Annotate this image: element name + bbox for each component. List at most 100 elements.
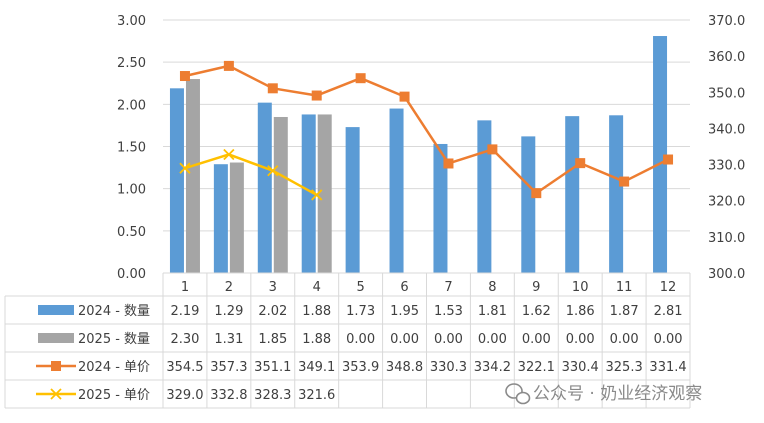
- bar: [433, 143, 448, 273]
- lines: [179, 60, 674, 201]
- data-label: 0.00: [346, 332, 375, 347]
- data-label: 332.8: [210, 388, 247, 403]
- x-tick-label: 11: [616, 280, 633, 295]
- x-tick-label: 5: [356, 280, 364, 295]
- legend-label: 2024 - 单价: [78, 360, 150, 375]
- bar: [565, 116, 580, 273]
- x-tick-label: 8: [488, 280, 496, 295]
- point-marker: [179, 71, 190, 82]
- x-tick-label: 4: [313, 280, 321, 295]
- data-label: 1.85: [258, 332, 287, 347]
- point-marker: [179, 162, 191, 174]
- legend-key: [38, 333, 74, 343]
- data-label: 1.87: [610, 304, 639, 319]
- data-label: 330.3: [430, 360, 467, 375]
- data-label: 0.00: [610, 332, 639, 347]
- bar: [213, 164, 228, 273]
- data-label: 1.86: [566, 304, 595, 319]
- data-label: 1.95: [390, 304, 419, 319]
- x-tick-label: 12: [660, 280, 677, 295]
- y-right-tick-label: 300.0: [708, 267, 745, 282]
- data-label: 325.3: [606, 360, 643, 375]
- bar: [257, 102, 272, 273]
- data-label: 2.81: [654, 304, 683, 319]
- data-label: 330.4: [562, 360, 599, 375]
- x-tick-label: 3: [269, 280, 277, 295]
- data-label: 1.88: [302, 304, 331, 319]
- data-label: 2.02: [258, 304, 287, 319]
- y-left-tick-label: 0.00: [117, 267, 146, 282]
- y-right-tick-label: 360.0: [708, 50, 745, 65]
- bar: [317, 114, 332, 273]
- data-label: 354.5: [166, 360, 203, 375]
- data-label: 1.62: [522, 304, 551, 319]
- bar: [169, 88, 184, 273]
- data-label: 322.1: [518, 360, 555, 375]
- legend-label: 2024 - 数量: [78, 304, 150, 319]
- point-marker: [487, 144, 498, 155]
- data-label: 349.1: [298, 360, 335, 375]
- data-label: 1.73: [346, 304, 375, 319]
- point-marker: [311, 189, 323, 201]
- point-marker: [399, 91, 410, 102]
- axes: 0.00 0.50 1.00 1.50 2.00 2.50 3.00 300.0 310.0 32…: [117, 14, 745, 282]
- y-right-tick-label: 340.0: [708, 122, 745, 137]
- y-right-tick-label: 370.0: [708, 14, 745, 29]
- legend-key: [38, 305, 74, 315]
- watermark-text: 公众号 · 奶业经济观察: [533, 384, 702, 404]
- legend-key-marker: [50, 388, 62, 400]
- bar: [389, 108, 404, 273]
- y-right-tick-label: 320.0: [708, 195, 745, 210]
- y-right-tick-label: 310.0: [708, 231, 745, 246]
- data-label: 0.00: [522, 332, 551, 347]
- x-tick-label: 6: [400, 280, 408, 295]
- data-label: 351.1: [254, 360, 291, 375]
- point-marker: [531, 188, 542, 199]
- data-label: 0.00: [654, 332, 683, 347]
- x-tick-label: 10: [572, 280, 589, 295]
- data-label: 1.53: [434, 304, 463, 319]
- bar: [477, 120, 492, 274]
- wechat-icon: [505, 383, 531, 405]
- bar: [185, 79, 200, 274]
- bar: [229, 162, 244, 273]
- data-label: 329.0: [166, 388, 203, 403]
- data-label: 1.88: [302, 332, 331, 347]
- y-left-tick-label: 1.00: [117, 183, 146, 198]
- y-right-tick-label: 330.0: [708, 159, 745, 174]
- y-left-tick-label: 2.50: [117, 56, 146, 71]
- watermark: 公众号 · 奶业经济观察: [505, 383, 702, 405]
- point-marker: [223, 148, 235, 161]
- point-marker: [267, 83, 278, 94]
- bars: [169, 36, 668, 274]
- point-marker: [619, 176, 630, 187]
- data-label: 331.4: [649, 360, 686, 375]
- point-marker: [223, 60, 234, 71]
- data-label: 357.3: [210, 360, 247, 375]
- x-tick-label: 2: [225, 280, 233, 295]
- bar: [609, 115, 624, 274]
- point-marker: [311, 90, 322, 101]
- data-label: 0.00: [566, 332, 595, 347]
- data-label: 0.00: [478, 332, 507, 347]
- bar: [521, 136, 536, 273]
- data-label: 328.3: [254, 388, 291, 403]
- x-tick-label: 7: [444, 280, 452, 295]
- bar: [653, 36, 668, 274]
- series-line: [184, 64, 669, 195]
- x-tick-label: 9: [532, 280, 540, 295]
- data-label: 2.19: [170, 304, 199, 319]
- legend-key-marker: [51, 361, 61, 371]
- data-label: 1.29: [214, 304, 243, 319]
- data-label: 321.6: [298, 388, 335, 403]
- gridlines: [163, 19, 690, 274]
- point-marker: [443, 158, 454, 169]
- data-label: 353.9: [342, 360, 379, 375]
- x-tick-label: 1: [181, 280, 189, 295]
- bar: [345, 127, 360, 273]
- data-label: 1.81: [478, 304, 507, 319]
- data-label: 348.8: [386, 360, 423, 375]
- point-marker: [355, 73, 366, 84]
